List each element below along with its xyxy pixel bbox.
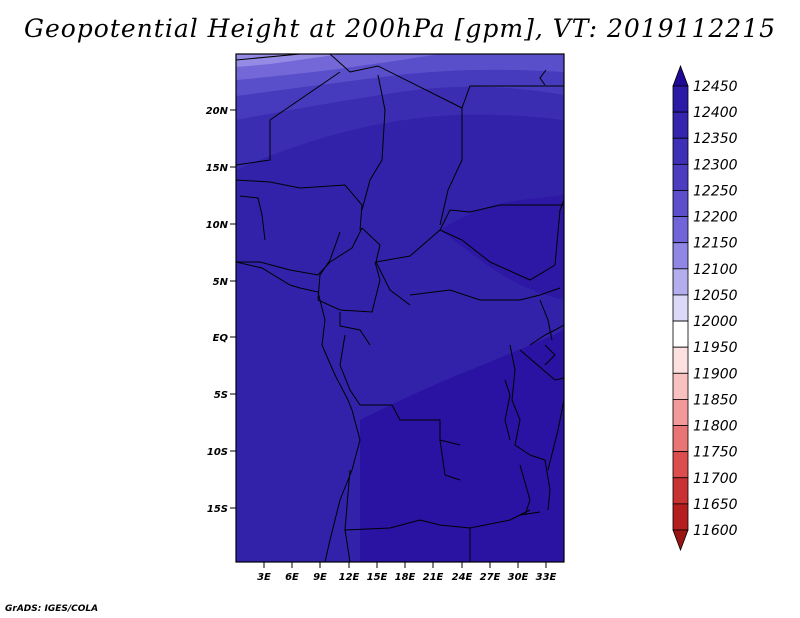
colorbar-segment [672, 320, 689, 348]
colorbar-label: 11850 [693, 392, 738, 408]
lon-label: 6E [285, 572, 299, 583]
colorbar-segment [672, 503, 689, 531]
colorbar-label: 12200 [693, 210, 738, 226]
lon-label: 24E [452, 572, 473, 583]
colorbar-segment [672, 85, 689, 113]
colorbar-label: 12400 [693, 105, 738, 121]
colorbar-label: 12300 [693, 157, 738, 173]
height-field [236, 54, 564, 562]
lon-label: 15E [367, 572, 388, 583]
lat-label: 10S [207, 447, 228, 458]
colorbar-label: 12150 [693, 236, 738, 252]
colorbar-label: 12250 [693, 183, 738, 199]
colorbar-label: 12450 [693, 79, 738, 95]
map-title: Geopotential Height at 200hPa [gpm], VT:… [23, 14, 777, 43]
lon-label: 27E [480, 572, 501, 583]
colorbar-segment [672, 268, 689, 296]
colorbar-label: 11650 [693, 497, 738, 513]
lat-label: 5S [214, 390, 228, 401]
colorbar-segment [672, 137, 689, 165]
colorbar-segment [672, 477, 689, 505]
colorbar-segment [672, 111, 689, 139]
lon-label: 9E [313, 572, 327, 583]
lat-label: 10N [206, 220, 229, 231]
colorbar-segment [672, 399, 689, 426]
country-borders [236, 54, 564, 562]
colorbar-segment [672, 425, 689, 453]
colorbar-segment [672, 372, 689, 400]
lat-label: EQ [213, 333, 229, 344]
lon-label: 12E [339, 572, 360, 583]
longitude-axis: 3E 6E 9E 12E 15E 18E 21E 24E 27E 30E 33E [257, 562, 557, 583]
colorbar-label: 11600 [693, 523, 738, 539]
colorbar-label: 12050 [693, 288, 738, 304]
colorbar-segment [672, 346, 689, 374]
lon-label: 18E [395, 572, 416, 583]
colorbar-label: 11900 [693, 366, 738, 382]
lon-label: 3E [257, 572, 271, 583]
colorbar-label: 12350 [693, 131, 738, 147]
lon-label: 21E [423, 572, 444, 583]
colorbar-segment [672, 294, 689, 322]
grads-credit: GrADS: IGES/COLA [5, 604, 99, 614]
colorbar-label: 12100 [693, 262, 738, 278]
latitude-axis: 20N 15N 10N 5N EQ 5S 10S 15S [206, 106, 236, 515]
colorbar-top-arrow [672, 64, 689, 87]
lat-label: 15N [206, 163, 229, 174]
colorbar-segment [672, 242, 689, 270]
colorbar-bottom-arrow [672, 529, 689, 552]
colorbar-segment [672, 190, 689, 217]
colorbar-label: 11700 [693, 471, 738, 487]
colorbar: 12450 12400 12350 12300 12250 12200 12150 12100… [672, 64, 738, 552]
lat-label: 20N [206, 106, 229, 117]
lon-label: 30E [508, 572, 529, 583]
colorbar-segment [672, 451, 689, 479]
colorbar-label: 11950 [693, 340, 738, 356]
map-frame [235, 53, 565, 563]
lon-label: 33E [536, 572, 557, 583]
colorbar-label: 11800 [693, 419, 738, 435]
lat-label: 15S [207, 504, 228, 515]
colorbar-segment [672, 216, 689, 244]
lat-label: 5N [213, 277, 229, 288]
colorbar-label: 12000 [693, 314, 738, 330]
colorbar-segment [672, 163, 689, 191]
colorbar-label: 11750 [693, 445, 738, 461]
